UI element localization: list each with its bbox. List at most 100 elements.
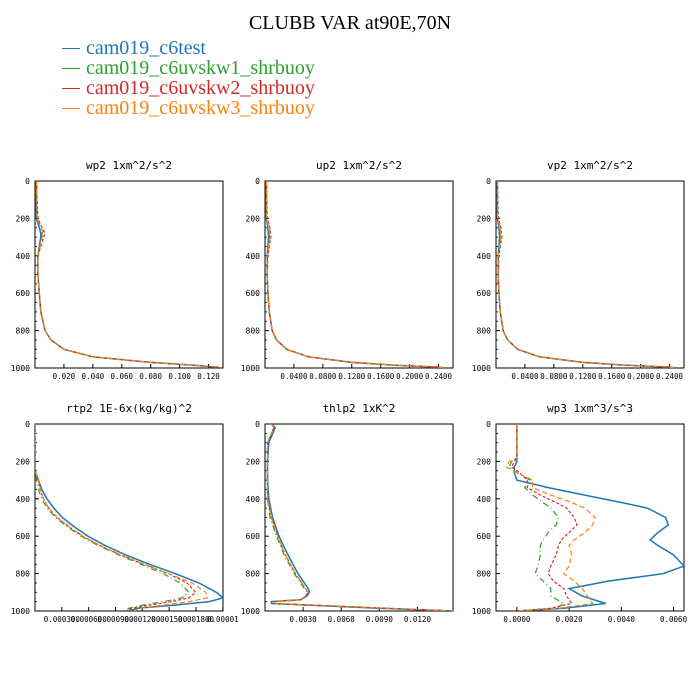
x-tick-label: 0.0800 bbox=[540, 372, 568, 381]
legend-item: cam019_c6uvskw1_shrbuoy bbox=[62, 58, 315, 78]
y-tick-label: 0 bbox=[25, 177, 30, 186]
y-tick-label: 600 bbox=[16, 532, 31, 541]
legend: cam019_c6test cam019_c6uvskw1_shrbuoy ca… bbox=[62, 38, 315, 118]
chart-panel: rtp2 1E-6x(kg/kg)^2 0 200 400 600 800 1000 0.00… bbox=[11, 402, 239, 624]
y-tick-label: 800 bbox=[16, 327, 31, 336]
chart-panel: thlp2 1xK^2 0 200 400 600 800 1000 0.0030 0.0060… bbox=[241, 402, 454, 624]
series-line bbox=[35, 424, 190, 611]
y-tick-label: 800 bbox=[16, 570, 31, 579]
series-line bbox=[266, 424, 453, 611]
panel-title: wp3 1xm^3/s^3 bbox=[547, 402, 633, 415]
x-tick-label: 0.0040 bbox=[608, 615, 636, 624]
chart-panel: up2 1xm^2/s^2 0 200 400 600 800 1000 0.0400 0.08… bbox=[241, 159, 454, 381]
x-tick-label: 0.1200 bbox=[338, 372, 366, 381]
x-tick-label: 0.0120 bbox=[404, 615, 432, 624]
x-tick-label: 0.2000 bbox=[627, 372, 655, 381]
series-line bbox=[496, 181, 677, 368]
panel-title: wp2 1xm^2/s^2 bbox=[86, 159, 172, 172]
legend-label: cam019_c6uvskw3_shrbuoy bbox=[86, 97, 315, 119]
x-tick-label: 0.000300 bbox=[44, 615, 81, 624]
series-line bbox=[35, 424, 223, 611]
x-tick-label: 0.020 bbox=[53, 372, 76, 381]
series-line bbox=[496, 181, 677, 368]
y-tick-label: 1000 bbox=[472, 364, 491, 373]
series-line bbox=[265, 181, 446, 368]
x-tick-label: 0.100 bbox=[168, 372, 191, 381]
y-tick-label: 1000 bbox=[241, 607, 260, 616]
y-tick-label: 1000 bbox=[472, 607, 491, 616]
plot-frame bbox=[264, 180, 454, 369]
y-tick-label: 0 bbox=[486, 420, 491, 429]
y-tick-label: 600 bbox=[246, 289, 261, 298]
x-tick-label: 0.0060 bbox=[660, 615, 688, 624]
chart-panel: vp2 1xm^2/s^2 0 200 400 600 800 1000 0.0400 0.08… bbox=[472, 159, 685, 381]
y-tick-label: 1000 bbox=[11, 364, 30, 373]
series-line bbox=[35, 181, 221, 368]
x-tick-label: 0.00001 bbox=[207, 615, 239, 624]
y-tick-label: 1000 bbox=[241, 364, 260, 373]
x-tick-label: 0.0400 bbox=[511, 372, 539, 381]
panel-title: up2 1xm^2/s^2 bbox=[316, 159, 402, 172]
panel-title: rtp2 1E-6x(kg/kg)^2 bbox=[66, 402, 192, 415]
x-tick-label: 0.040 bbox=[82, 372, 105, 381]
y-tick-label: 800 bbox=[246, 327, 261, 336]
series-line bbox=[265, 181, 446, 368]
series-line bbox=[266, 424, 453, 611]
plot-frame bbox=[495, 180, 685, 369]
legend-item: cam019_c6uvskw3_shrbuoy bbox=[62, 98, 315, 118]
y-tick-label: 400 bbox=[477, 252, 492, 261]
legend-label: cam019_c6uvskw2_shrbuoy bbox=[86, 77, 315, 99]
series-line bbox=[510, 424, 578, 611]
series-line bbox=[35, 181, 221, 368]
y-tick-label: 200 bbox=[477, 214, 492, 223]
y-tick-label: 600 bbox=[477, 532, 492, 541]
y-tick-label: 800 bbox=[477, 570, 492, 579]
legend-swatch bbox=[62, 107, 80, 109]
series-line bbox=[35, 181, 221, 368]
x-tick-label: 0.0090 bbox=[366, 615, 394, 624]
x-tick-label: 0.001200 bbox=[124, 615, 161, 624]
y-tick-label: 400 bbox=[246, 495, 261, 504]
y-tick-label: 1000 bbox=[11, 607, 30, 616]
series-line bbox=[266, 424, 453, 611]
x-tick-label: 0.120 bbox=[197, 372, 220, 381]
x-tick-label: 0.1200 bbox=[569, 372, 597, 381]
series-line bbox=[513, 424, 684, 611]
y-tick-label: 200 bbox=[16, 214, 31, 223]
x-tick-label: 0.001800 bbox=[178, 615, 215, 624]
x-tick-label: 0.2400 bbox=[656, 372, 684, 381]
series-line bbox=[35, 181, 221, 368]
x-tick-label: 0.1600 bbox=[367, 372, 395, 381]
page-title: CLUBB VAR at90E,70N bbox=[248, 12, 452, 34]
x-tick-label: 0.0400 bbox=[280, 372, 308, 381]
series-line bbox=[265, 181, 446, 368]
series-line bbox=[35, 424, 209, 611]
y-tick-label: 600 bbox=[246, 532, 261, 541]
y-tick-label: 400 bbox=[477, 495, 492, 504]
x-tick-label: 0.060 bbox=[110, 372, 133, 381]
y-tick-label: 600 bbox=[477, 289, 492, 298]
y-tick-label: 600 bbox=[16, 289, 31, 298]
x-tick-label: 0.000600 bbox=[71, 615, 108, 624]
y-tick-label: 400 bbox=[246, 252, 261, 261]
y-tick-label: 0 bbox=[486, 177, 491, 186]
y-tick-label: 800 bbox=[477, 327, 492, 336]
y-tick-label: 800 bbox=[246, 570, 261, 579]
panel-title: vp2 1xm^2/s^2 bbox=[547, 159, 633, 172]
x-tick-label: 0.0060 bbox=[328, 615, 356, 624]
x-tick-label: 0.1600 bbox=[598, 372, 626, 381]
legend-label: cam019_c6uvskw1_shrbuoy bbox=[86, 57, 315, 79]
x-tick-label: 0.0000 bbox=[503, 615, 531, 624]
x-tick-label: 0.080 bbox=[139, 372, 162, 381]
y-tick-label: 400 bbox=[16, 252, 31, 261]
y-tick-label: 0 bbox=[255, 177, 260, 186]
y-tick-label: 200 bbox=[16, 457, 31, 466]
series-line bbox=[505, 424, 596, 611]
series-line bbox=[496, 181, 677, 368]
legend-swatch bbox=[62, 67, 80, 69]
y-tick-label: 200 bbox=[477, 457, 492, 466]
series-line bbox=[496, 181, 677, 368]
plot-frame bbox=[264, 423, 454, 612]
y-tick-label: 0 bbox=[25, 420, 30, 429]
